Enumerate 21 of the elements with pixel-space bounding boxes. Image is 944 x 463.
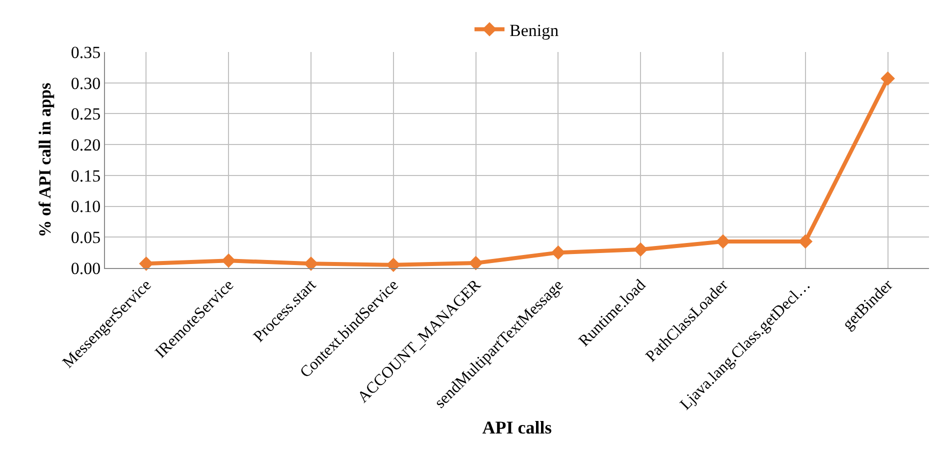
y-tick-label: 0.25 — [70, 104, 101, 124]
point — [386, 258, 401, 272]
point — [551, 245, 566, 260]
y-tick-label: 0.15 — [70, 166, 101, 186]
y-tick-label: 0.05 — [70, 228, 101, 248]
y-tick-label: 0.00 — [70, 258, 101, 278]
y-axis-title: % of API call in apps — [35, 82, 54, 238]
point — [304, 256, 318, 271]
point — [880, 71, 895, 86]
y-tick-label: 0.20 — [70, 136, 101, 155]
y-tick-label: 0.10 — [70, 197, 101, 216]
y-tick-label: 0.35 — [70, 42, 101, 62]
point — [139, 256, 154, 271]
point — [716, 234, 730, 249]
point — [798, 234, 813, 249]
legend-label: Benign — [510, 20, 560, 40]
x-axis-title: API calls — [482, 418, 552, 438]
point — [221, 253, 236, 268]
y-tick-label: 0.30 — [70, 74, 101, 93]
point — [633, 242, 648, 257]
point — [468, 256, 483, 270]
